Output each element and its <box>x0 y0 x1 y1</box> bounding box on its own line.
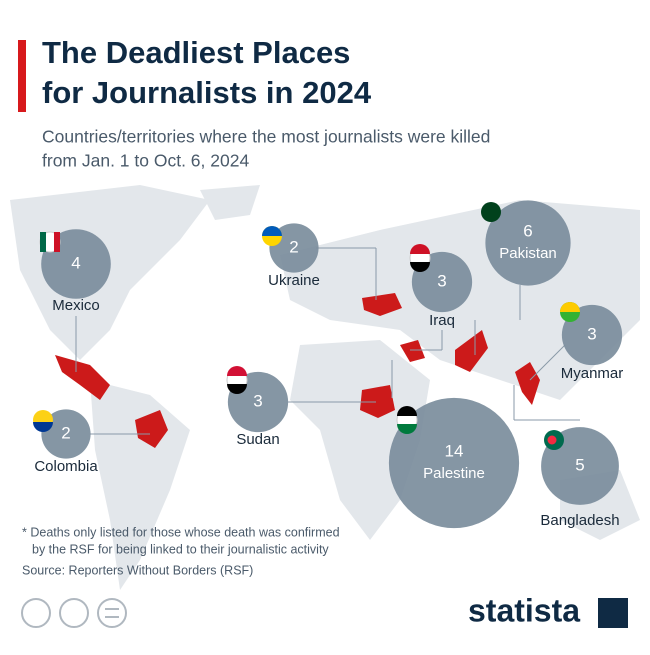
footnote: * Deaths only listed for those whose dea… <box>22 525 340 539</box>
title: for Journalists in 2024 <box>42 75 372 110</box>
place-label: Pakistan <box>499 245 557 262</box>
source: Source: Reporters Without Borders (RSF) <box>22 563 253 577</box>
title-bar <box>18 40 26 112</box>
country-shape <box>135 410 168 448</box>
leader-lines <box>75 247 580 435</box>
bubble <box>388 397 520 529</box>
country-shape <box>55 355 110 400</box>
value-label: 2 <box>289 237 298 256</box>
footnote: by the RSF for being linked to their jou… <box>32 542 329 556</box>
value-label: 14 <box>445 441 464 460</box>
value-label: 3 <box>587 324 596 343</box>
value-label: 3 <box>437 271 446 290</box>
place-label: Iraq <box>429 312 455 329</box>
country-shape <box>360 385 395 418</box>
highlighted-countries <box>55 293 540 448</box>
country-shape <box>455 330 488 372</box>
place-label: Colombia <box>34 458 98 475</box>
bubbles: 4 Mexico 2 Ukraine 3 Iraq 6 Pakistan 3 Myanmar 3 Su… <box>34 200 623 529</box>
flags <box>33 202 580 450</box>
value-label: 6 <box>523 221 532 240</box>
north-america <box>10 185 210 360</box>
license-icons <box>21 598 127 628</box>
value-label: 4 <box>71 253 80 272</box>
country-shape <box>400 340 425 362</box>
brand: statista <box>468 592 580 628</box>
value-label: 2 <box>61 423 70 442</box>
place-label: Palestine <box>423 465 485 482</box>
place-label: Ukraine <box>268 272 320 289</box>
country-shape <box>362 293 402 316</box>
place-label: Bangladesh <box>540 512 619 529</box>
place-label: Sudan <box>236 431 279 448</box>
value-label: 3 <box>253 391 262 410</box>
title: The Deadliest Places <box>42 35 350 70</box>
bubble <box>41 409 91 459</box>
value-label: 5 <box>575 455 584 474</box>
bubble <box>561 304 623 366</box>
bubble <box>485 200 571 286</box>
place-label: Myanmar <box>561 365 624 382</box>
brand-logo <box>598 598 628 628</box>
subtitle: from Jan. 1 to Oct. 6, 2024 <box>42 151 249 171</box>
place-label: Mexico <box>52 297 100 314</box>
greenland <box>200 185 260 220</box>
country-shape <box>515 362 540 405</box>
subtitle: Countries/territories where the most jou… <box>42 127 490 147</box>
